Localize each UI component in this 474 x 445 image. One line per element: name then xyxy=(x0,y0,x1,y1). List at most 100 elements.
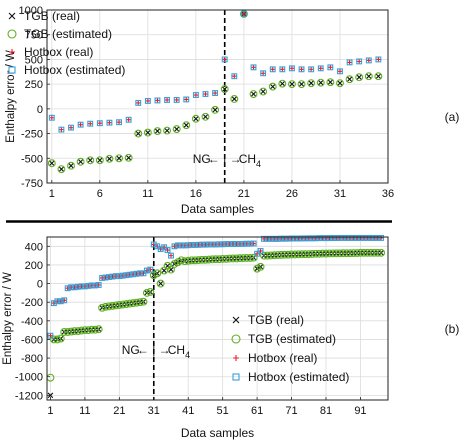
data-point xyxy=(96,120,103,127)
data-point xyxy=(221,56,228,63)
legend-marker xyxy=(231,334,241,344)
data-point xyxy=(192,241,199,248)
y-tick-label: 250 xyxy=(25,79,43,91)
x-axis-label: Data samples xyxy=(181,426,254,440)
data-point xyxy=(279,66,286,73)
data-point xyxy=(78,283,85,290)
x-tick-label: 61 xyxy=(251,405,263,417)
data-point xyxy=(292,235,298,242)
x-tick-label: 36 xyxy=(382,188,394,200)
data-point xyxy=(154,128,161,134)
data-point xyxy=(92,282,99,289)
plot-frame xyxy=(46,9,389,184)
data-point xyxy=(171,243,178,250)
data-point xyxy=(347,59,352,65)
data-point xyxy=(230,95,239,103)
data-point xyxy=(126,117,132,123)
data-point xyxy=(356,59,362,64)
data-point xyxy=(366,73,372,80)
data-point xyxy=(75,283,81,290)
data-point xyxy=(355,73,364,82)
data-point xyxy=(360,234,367,241)
data-point xyxy=(216,241,223,248)
data-point xyxy=(105,154,114,163)
data-point xyxy=(48,114,55,121)
legend-entry: TGB (real) xyxy=(248,313,304,327)
legend-entry: Hotbox (real) xyxy=(248,351,317,365)
data-point xyxy=(212,107,218,113)
y-tick-label: 0 xyxy=(37,104,43,116)
data-point xyxy=(106,119,113,126)
data-point xyxy=(308,66,314,72)
data-point xyxy=(59,127,64,133)
data-point xyxy=(145,98,151,104)
data-point xyxy=(106,155,113,162)
data-point xyxy=(199,241,205,248)
data-point xyxy=(212,90,218,96)
x-tick-label: 6 xyxy=(97,188,103,200)
legend-entry: Hotbox (estimated) xyxy=(248,370,349,384)
data-point xyxy=(116,119,122,125)
data-point xyxy=(308,80,314,86)
data-point xyxy=(271,235,278,242)
data-point xyxy=(133,270,140,277)
data-point xyxy=(247,240,254,247)
data-point xyxy=(172,243,177,249)
y-tick-label: 200 xyxy=(25,260,43,272)
data-point xyxy=(356,58,363,65)
data-point xyxy=(95,282,102,288)
divider-arrow: ← | → xyxy=(208,152,242,166)
data-point xyxy=(195,241,202,248)
data-point xyxy=(375,57,381,62)
y-tick-label: -750 xyxy=(21,178,43,190)
y-axis-label: Enthalpy error / W xyxy=(5,50,17,143)
data-point xyxy=(220,85,229,94)
data-point xyxy=(183,122,190,128)
data-point xyxy=(246,254,255,262)
data-point xyxy=(64,285,71,292)
data-point xyxy=(373,248,382,257)
data-point xyxy=(68,162,74,169)
data-point xyxy=(143,128,152,137)
data-point xyxy=(53,335,62,344)
data-point xyxy=(364,72,373,81)
data-point xyxy=(183,97,189,102)
legend-entry: Hotbox (real) xyxy=(24,45,93,59)
data-point xyxy=(211,105,220,114)
data-point xyxy=(221,86,228,92)
data-point xyxy=(212,241,219,248)
data-point xyxy=(119,272,126,279)
y-tick-label: -600 xyxy=(21,334,43,346)
data-point xyxy=(58,126,65,133)
data-point xyxy=(243,240,250,247)
data-point xyxy=(230,241,236,247)
data-point xyxy=(316,235,323,242)
x-tick-label: 1 xyxy=(47,405,53,417)
data-point xyxy=(163,126,172,135)
data-point xyxy=(188,241,195,248)
data-point xyxy=(167,265,175,274)
data-point xyxy=(173,97,180,103)
data-point xyxy=(136,298,144,307)
data-point xyxy=(47,159,56,168)
data-point xyxy=(94,325,103,334)
data-point xyxy=(125,155,132,161)
data-point xyxy=(146,288,155,296)
data-point xyxy=(374,234,381,241)
panel-label: (a) xyxy=(445,110,460,124)
data-point xyxy=(377,248,386,257)
data-point xyxy=(183,96,190,103)
data-point xyxy=(231,96,238,102)
divider-right-label: CH4 xyxy=(168,343,190,360)
data-point xyxy=(312,235,319,242)
data-point xyxy=(336,234,343,241)
data-point xyxy=(257,248,264,254)
data-point xyxy=(135,100,141,106)
data-point xyxy=(116,119,122,126)
data-point xyxy=(327,64,334,71)
data-point xyxy=(172,125,181,134)
data-point xyxy=(77,121,84,128)
data-point xyxy=(375,73,382,80)
data-point xyxy=(205,241,212,248)
data-point xyxy=(107,120,112,126)
